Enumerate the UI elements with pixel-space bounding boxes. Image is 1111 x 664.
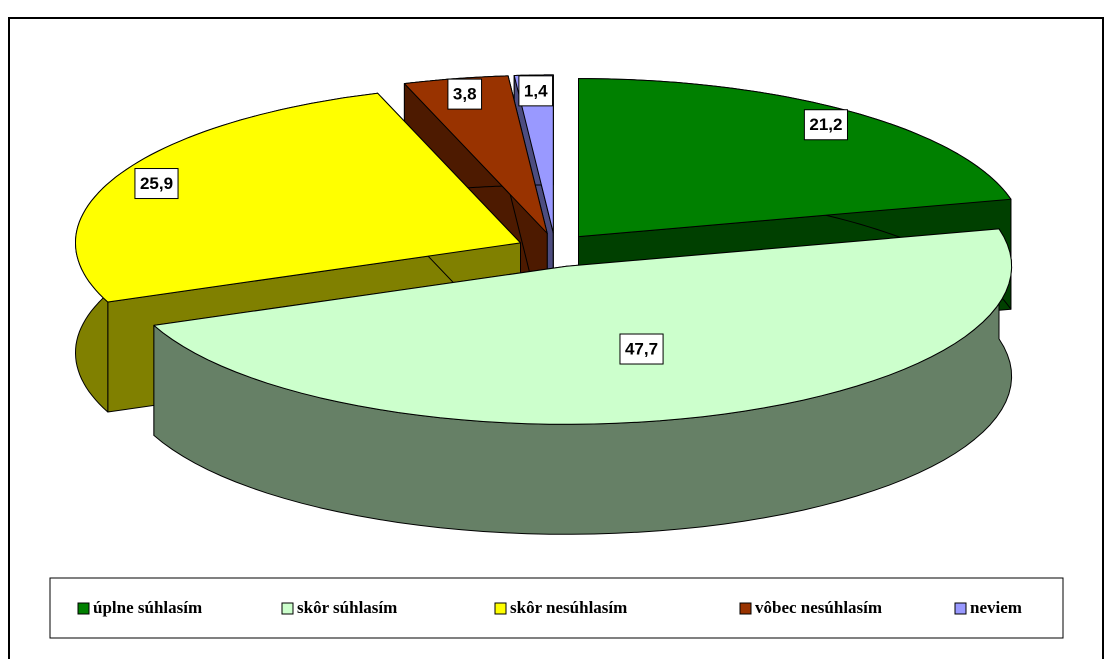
data-label: 3,8 xyxy=(447,78,483,110)
data-label-box xyxy=(803,109,848,141)
legend-swatch xyxy=(739,602,752,615)
data-label-text: 25,9 xyxy=(140,174,173,193)
data-label-text: 3,8 xyxy=(453,85,477,104)
legend: úplne súhlasím skôr súhlasím skôr nesúhlas… xyxy=(77,598,1022,617)
pie: 21,2 47,7 25,9 3,8 1,4 xyxy=(75,74,1013,535)
legend-label: úplne súhlasím xyxy=(93,598,202,617)
data-label-text: 47,7 xyxy=(625,339,658,358)
legend-swatch xyxy=(954,602,967,615)
legend-swatch xyxy=(281,602,294,615)
data-label: 47,7 xyxy=(619,333,664,365)
data-label: 1,4 xyxy=(518,75,554,107)
data-label-box xyxy=(134,168,179,200)
legend-label: skôr súhlasím xyxy=(297,598,397,617)
data-label-box xyxy=(518,75,554,107)
data-label-text: 1,4 xyxy=(524,81,548,100)
data-label: 21,2 xyxy=(803,109,848,141)
slice xyxy=(75,92,521,303)
legend-box xyxy=(49,577,1064,639)
slice xyxy=(578,78,1012,238)
legend-label: neviem xyxy=(970,598,1022,617)
data-label-box xyxy=(619,333,664,365)
legend-label: skôr nesúhlasím xyxy=(510,598,627,617)
data-label: 25,9 xyxy=(134,168,179,200)
legend-swatch xyxy=(494,602,507,615)
slice xyxy=(153,228,1013,425)
legend-swatch xyxy=(77,602,90,615)
legend-label: vôbec nesúhlasím xyxy=(755,598,882,617)
data-label-box xyxy=(447,78,483,110)
data-label-text: 21,2 xyxy=(809,115,842,134)
